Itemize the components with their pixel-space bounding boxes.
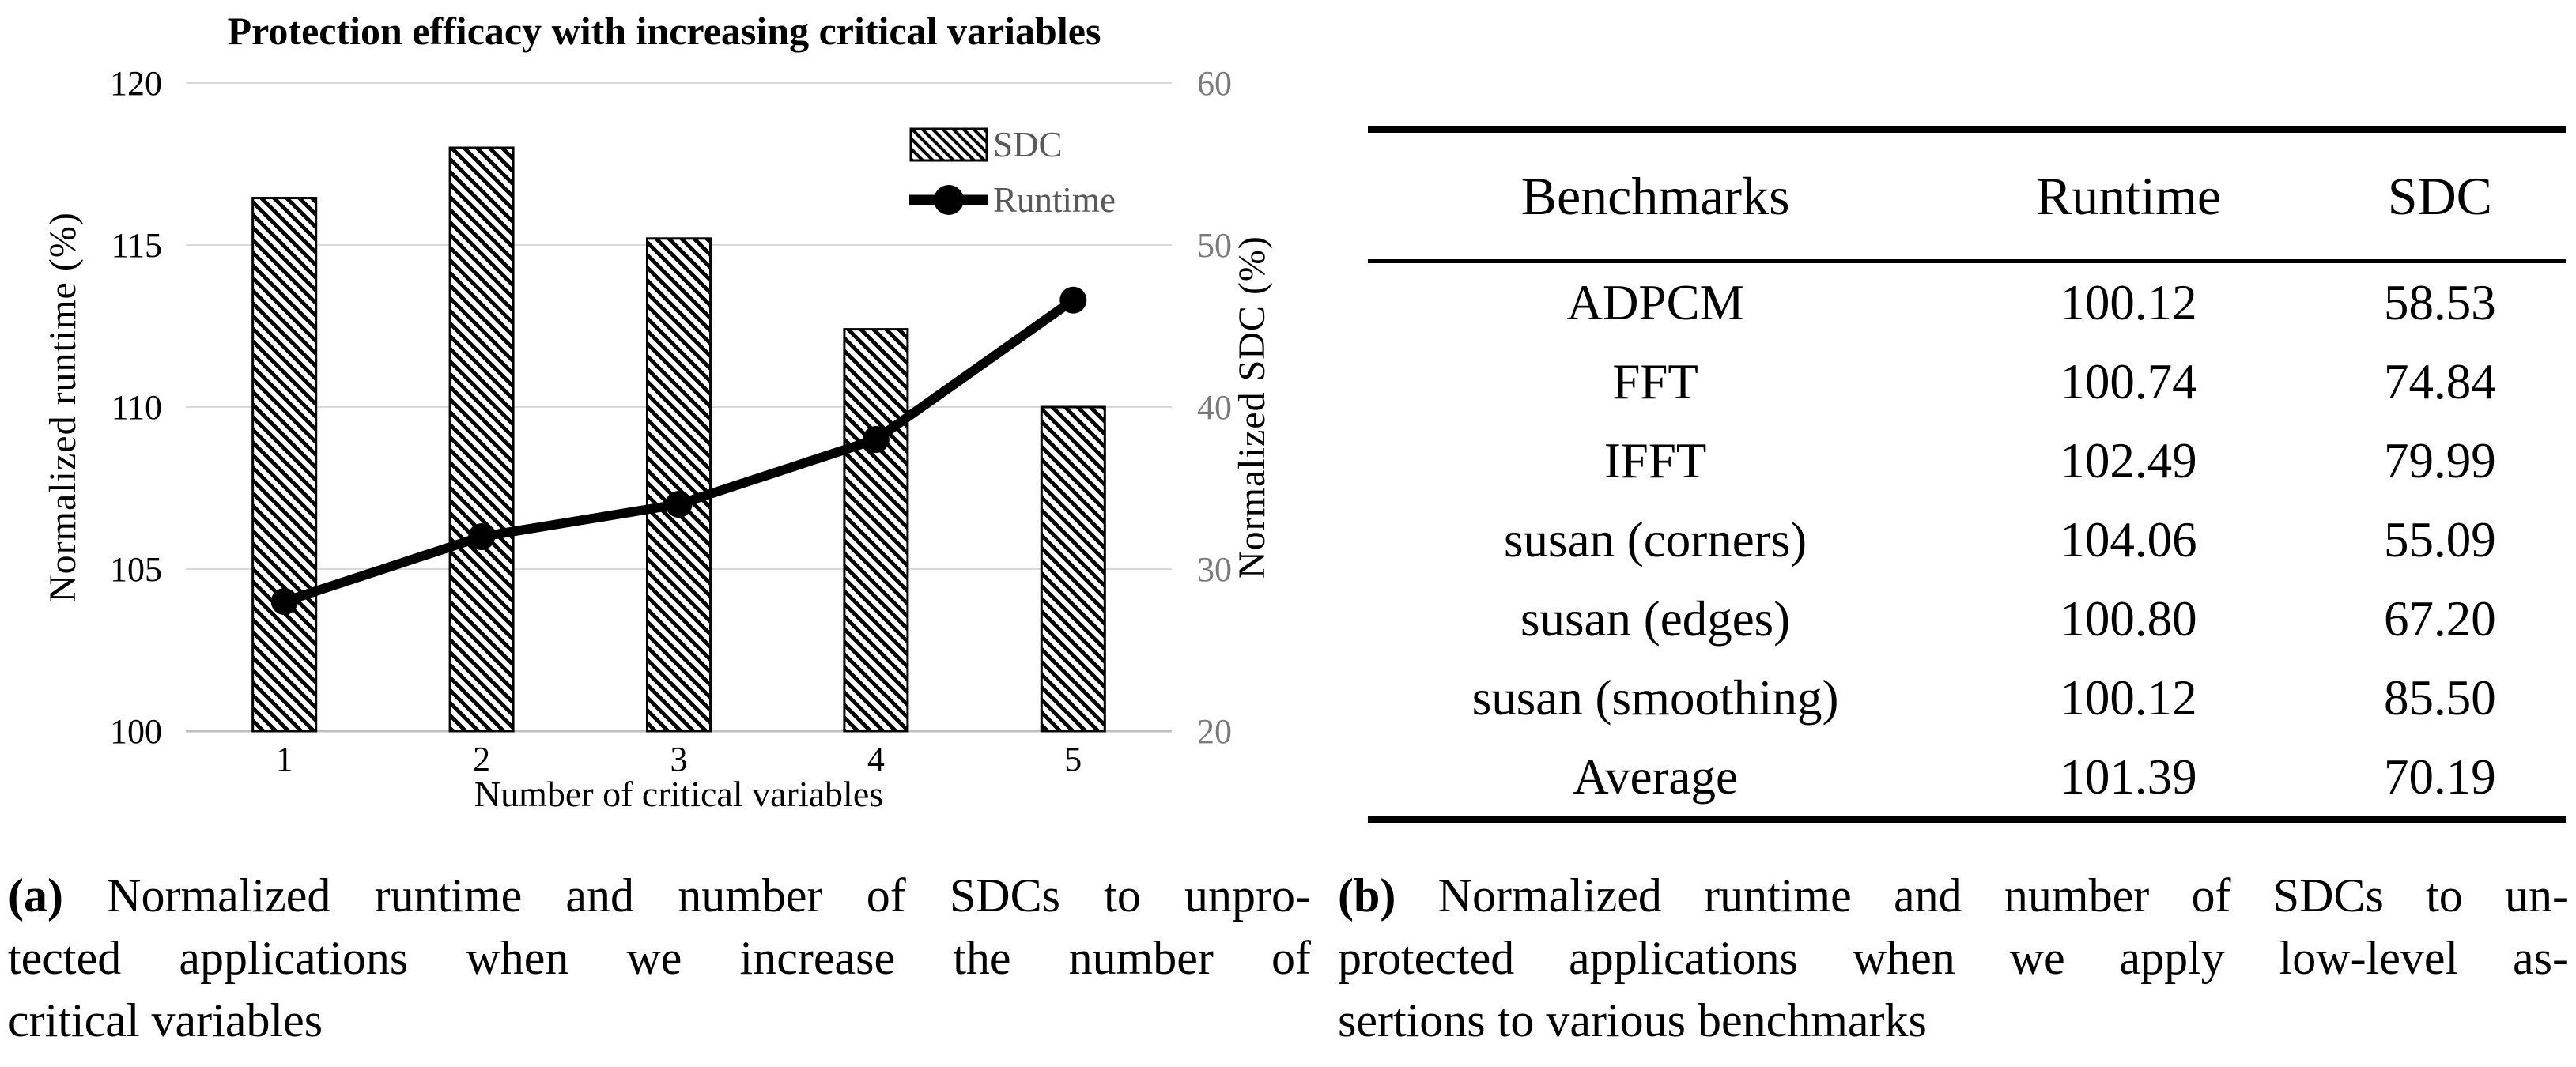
table-row: Average 101.39 70.19	[1368, 737, 2566, 816]
table-bottom-rule	[1368, 816, 2566, 823]
table-header-sdc: SDC	[2387, 165, 2493, 226]
table-cell-runtime: 100.80	[2060, 590, 2197, 647]
table-cell-sdc: 85.50	[2384, 669, 2496, 726]
x-tick-label: 5	[1064, 740, 1082, 779]
caption-b-line-1: (b) Normalized runtime and number of SDC…	[1338, 869, 2568, 922]
y-left-tick-label: 105	[110, 550, 162, 589]
y-right-tick-label: 60	[1197, 64, 1232, 103]
panel-a-chart: 100 105 110 115 120 20 30 40 50 60 1 2 3 4 5 Protectio…	[0, 0, 1328, 838]
runtime-marker	[468, 523, 496, 550]
table-header-benchmarks: Benchmarks	[1520, 165, 1790, 226]
table-header-row: Benchmarks Runtime SDC	[1368, 133, 2566, 259]
runtime-marker	[1059, 286, 1087, 314]
bar-sdc	[251, 197, 318, 733]
table-header-rule	[1368, 259, 2566, 263]
chart-title: Protection efficacy with increasing crit…	[227, 9, 1101, 53]
caption-b: (b) Normalized runtime and number of SDC…	[1338, 865, 2568, 1052]
table-cell-runtime: 101.39	[2060, 748, 2197, 805]
table-cell-sdc: 58.53	[2384, 274, 2496, 330]
caption-a-line-2: tected applications when we increase the…	[8, 932, 1311, 984]
table-cell-benchmark: FFT	[1612, 353, 1698, 409]
runtime-line-swatch-icon	[909, 185, 988, 215]
caption-a-line-1: (a) Normalized runtime and number of SDC…	[8, 869, 1311, 922]
legend-label-sdc: SDC	[993, 124, 1063, 164]
caption-b-line-2: protected applications when we apply low…	[1338, 932, 2568, 984]
chart-legend: SDC Runtime	[909, 126, 1116, 218]
y-right-tick-label: 40	[1197, 388, 1232, 427]
bar-sdc	[646, 237, 712, 733]
table-header-runtime: Runtime	[2035, 165, 2222, 226]
table-cell-sdc: 55.09	[2384, 511, 2496, 567]
table-cell-benchmark: IFFT	[1603, 432, 1707, 488]
table-cell-benchmark: susan (corners)	[1504, 511, 1807, 567]
table-cell-runtime: 100.12	[2060, 274, 2197, 330]
legend-item-runtime: Runtime	[909, 182, 1116, 218]
chart-canvas: 100 105 110 115 120 20 30 40 50 60 1 2 3 4 5	[110, 64, 1232, 779]
table-cell-runtime: 100.12	[2060, 669, 2197, 726]
table-cell-benchmark: Average	[1573, 748, 1738, 805]
table-cell-runtime: 100.74	[2060, 353, 2197, 409]
y-left-tick-label: 110	[111, 388, 162, 427]
table-body: ADPCM 100.12 58.53 FFT 100.74 74.84 IFFT 102.49…	[1368, 263, 2566, 816]
x-tick-label: 1	[276, 740, 293, 779]
y-left-tick-label: 100	[110, 712, 162, 751]
y-axis-left-title: Normalized runtime (%)	[42, 212, 84, 602]
x-tick-label: 2	[473, 740, 490, 779]
table-cell-benchmark: susan (edges)	[1520, 590, 1791, 647]
bar-sdc	[1040, 405, 1106, 733]
runtime-marker	[862, 426, 890, 453]
table-top-rule	[1368, 126, 2566, 133]
caption-b-label: (b)	[1338, 869, 1396, 922]
table-cell-sdc: 70.19	[2384, 748, 2496, 805]
runtime-marker	[270, 588, 298, 615]
table-cell-runtime: 104.06	[2060, 511, 2197, 567]
caption-a-label: (a)	[8, 869, 63, 922]
x-tick-label: 3	[670, 740, 688, 779]
table-row: IFFT 102.49 79.99	[1368, 421, 2566, 500]
y-left-tick-label: 115	[111, 226, 162, 265]
caption-a: (a) Normalized runtime and number of SDC…	[8, 865, 1311, 1052]
caption-b-line-3: sertions to various benchmarks	[1338, 994, 1927, 1046]
legend-item-sdc: SDC	[909, 126, 1116, 163]
y-left-tick-label: 120	[110, 64, 162, 103]
table-row: FFT 100.74 74.84	[1368, 342, 2566, 421]
runtime-marker	[665, 491, 693, 518]
panel-b-table: Benchmarks Runtime SDC ADPCM 100.12 58.53 F…	[1368, 126, 2566, 823]
x-tick-label: 4	[867, 740, 885, 779]
table-cell-sdc: 74.84	[2384, 353, 2496, 409]
table-row: susan (edges) 100.80 67.20	[1368, 579, 2566, 658]
legend-label-runtime: Runtime	[993, 179, 1116, 220]
table-cell-benchmark: ADPCM	[1566, 274, 1744, 330]
table-cell-benchmark: susan (smoothing)	[1471, 669, 1839, 726]
y-axis-right-title: Normalized SDC (%)	[1231, 236, 1273, 579]
table-row: ADPCM 100.12 58.53	[1368, 263, 2566, 342]
caption-a-line-3: critical variables	[8, 994, 323, 1046]
table-row: susan (corners) 104.06 55.09	[1368, 500, 2566, 579]
x-axis-title: Number of critical variables	[474, 774, 884, 814]
table-cell-sdc: 67.20	[2384, 590, 2496, 647]
sdc-hatch-swatch-icon	[909, 127, 988, 162]
bar-sdc	[448, 146, 515, 733]
bar-sdc	[843, 328, 909, 733]
table-cell-sdc: 79.99	[2384, 432, 2496, 488]
y-right-tick-label: 50	[1197, 226, 1232, 265]
y-right-tick-label: 30	[1197, 550, 1232, 589]
y-right-tick-label: 20	[1197, 712, 1232, 751]
table-row: susan (smoothing) 100.12 85.50	[1368, 658, 2566, 737]
table-cell-runtime: 102.49	[2060, 432, 2197, 488]
